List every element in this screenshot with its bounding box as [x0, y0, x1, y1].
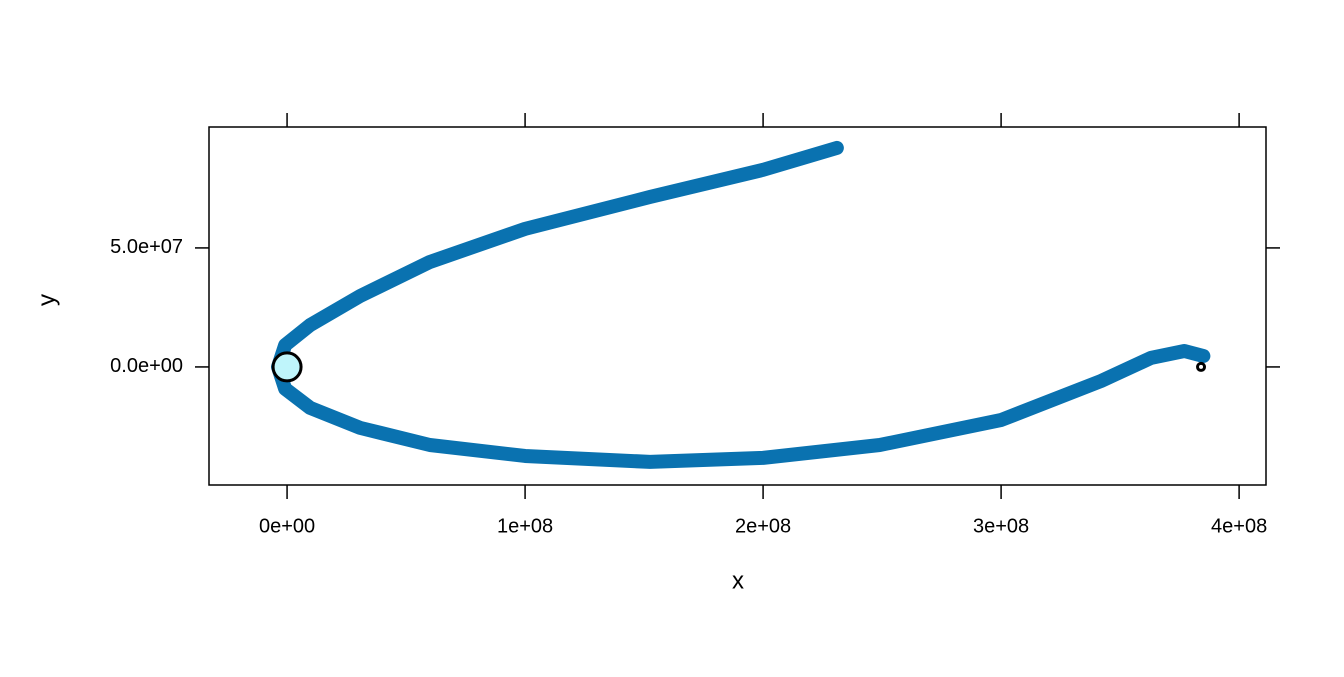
x-tick-label: 0e+00 [259, 515, 315, 537]
x-tick-label: 2e+08 [735, 515, 791, 537]
y-tick-label: 5.0e+07 [110, 236, 183, 258]
y-tick-label: 0.0e+00 [110, 355, 183, 377]
panel [208, 126, 1267, 486]
y-axis-label: y [33, 294, 60, 306]
moon [1196, 361, 1207, 372]
x-tick-label: 3e+08 [973, 515, 1029, 537]
x-tick-label: 4e+08 [1211, 515, 1267, 537]
trajectory [271, 140, 1211, 469]
earth [271, 351, 303, 383]
x-tick-label: 1e+08 [497, 515, 553, 537]
x-axis-label: x [732, 567, 744, 594]
